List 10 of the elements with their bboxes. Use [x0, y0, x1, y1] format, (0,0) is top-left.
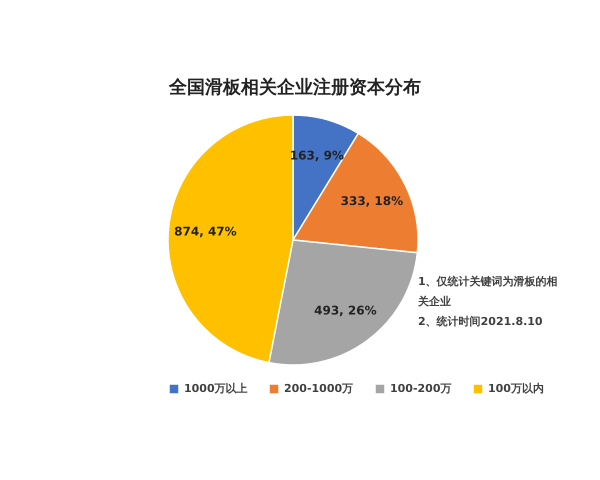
legend-label: 200-1000万 — [284, 382, 354, 395]
data-label: 333, 18% — [340, 194, 404, 208]
data-label: 493, 26% — [314, 304, 377, 318]
text: 2、统计时间2021.8.10 — [418, 314, 544, 330]
data-label: 874, 47% — [174, 224, 237, 238]
chart-title: 全国滑板相关企业注册资本分布 — [168, 76, 422, 99]
legend-label: 100万以内 — [488, 382, 544, 395]
legend-label: 1000万以上 — [184, 382, 248, 395]
text: 1、仅统计关键词为滑板的相关企业 — [418, 274, 559, 310]
legend-label: 100-200万 — [390, 382, 452, 395]
